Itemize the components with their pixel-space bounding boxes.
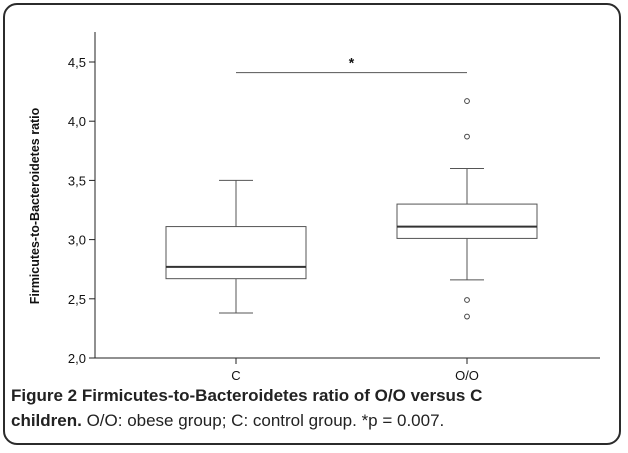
x-tick-label: O/O bbox=[455, 368, 479, 380]
y-tick-label: 2,5 bbox=[68, 292, 86, 307]
significance-label: * bbox=[349, 55, 355, 71]
y-tick-label: 2,0 bbox=[68, 351, 86, 366]
figure-label: Figure 2 bbox=[11, 386, 78, 405]
y-tick-label: 3,0 bbox=[68, 233, 86, 248]
box-plot: 2,0 2,5 3,0 3,5 4,0 4,5 Firmicutes-to-Bacteroi… bbox=[28, 32, 600, 380]
outlier-point bbox=[464, 313, 470, 320]
box-c bbox=[165, 226, 307, 280]
caption-title-line1: Firmicutes-to-Bacteroidetes ratio of O/O… bbox=[77, 386, 483, 405]
box-oo bbox=[396, 203, 538, 239]
x-tick-label: C bbox=[231, 368, 240, 380]
caption-text: O/O: obese group; C: control group. *p =… bbox=[81, 411, 445, 430]
y-tick-label: 4,0 bbox=[68, 114, 86, 129]
outlier-point bbox=[464, 133, 470, 140]
outlier-point bbox=[464, 98, 470, 104]
figure-caption: Figure 2 Firmicutes-to-Bacteroidetes rat… bbox=[11, 383, 611, 433]
y-axis-label: Firmicutes-to-Bacteroidetes ratio bbox=[28, 107, 42, 304]
y-tick-label: 3,5 bbox=[68, 173, 86, 188]
caption-title-line2: children. bbox=[11, 411, 82, 430]
outlier-point bbox=[464, 297, 470, 303]
y-tick-label: 4,5 bbox=[68, 55, 86, 70]
